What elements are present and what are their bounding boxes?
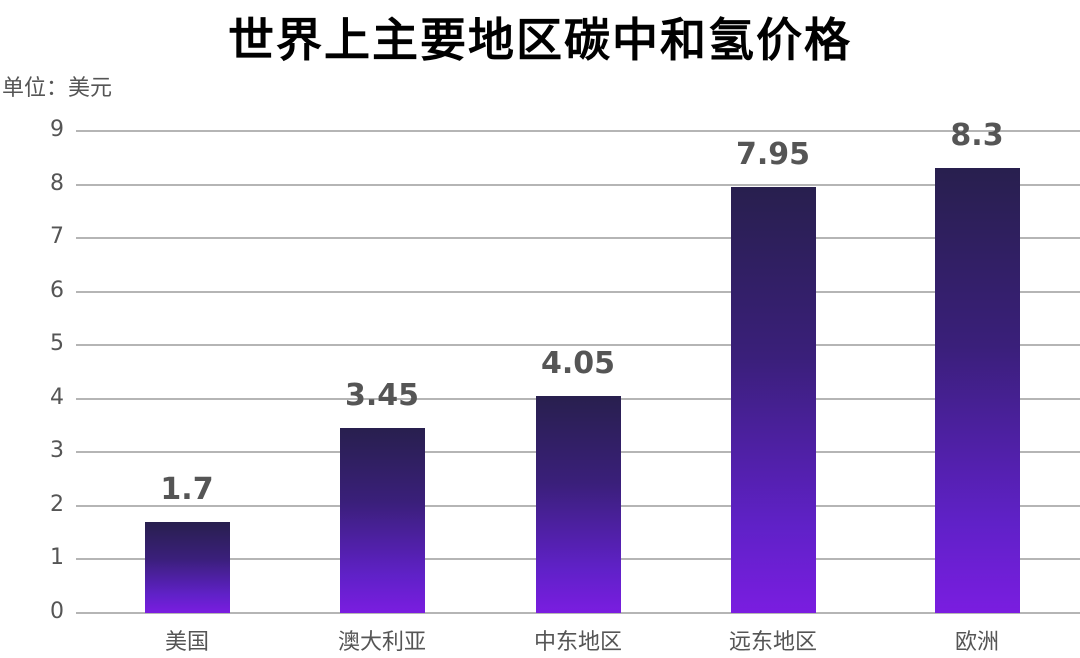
y-tick-label: 6 [50,277,64,303]
bar-3 [731,187,816,613]
value-label: 7.95 [735,137,811,173]
y-tick-label: 1 [50,545,64,571]
value-label: 8.3 [950,118,1004,154]
value-label: 3.45 [344,378,420,414]
value-label: 4.05 [540,346,616,382]
y-tick-label: 5 [50,331,64,357]
gridline [76,237,1080,240]
unit-label: 单位：美元 [2,76,113,101]
y-tick-label: 9 [50,117,64,142]
y-tick-label: 7 [50,224,64,250]
x-category-label: 欧洲 [954,630,999,655]
x-category-label: 中东地区 [533,630,622,655]
chart-title: 世界上主要地区碳中和氢价格 [228,13,852,67]
y-tick-label: 4 [50,384,64,410]
bar-0 [145,521,230,613]
y-tick-label: 2 [50,491,64,517]
y-tick-label: 0 [50,599,64,624]
value-label: 1.7 [160,471,214,507]
y-tick-label: 8 [50,170,64,196]
bar-1 [340,428,425,613]
y-tick-label: 3 [50,438,64,464]
x-category-label: 远东地区 [728,630,817,655]
gridline [76,290,1080,293]
gridline [76,612,1080,614]
gridline [76,183,1080,186]
gridline [76,130,1080,132]
x-category-label: 美国 [164,630,209,655]
bar-4 [935,168,1020,613]
x-category-label: 澳大利亚 [337,630,426,655]
gridline [76,344,1080,347]
bar-2 [536,396,621,613]
